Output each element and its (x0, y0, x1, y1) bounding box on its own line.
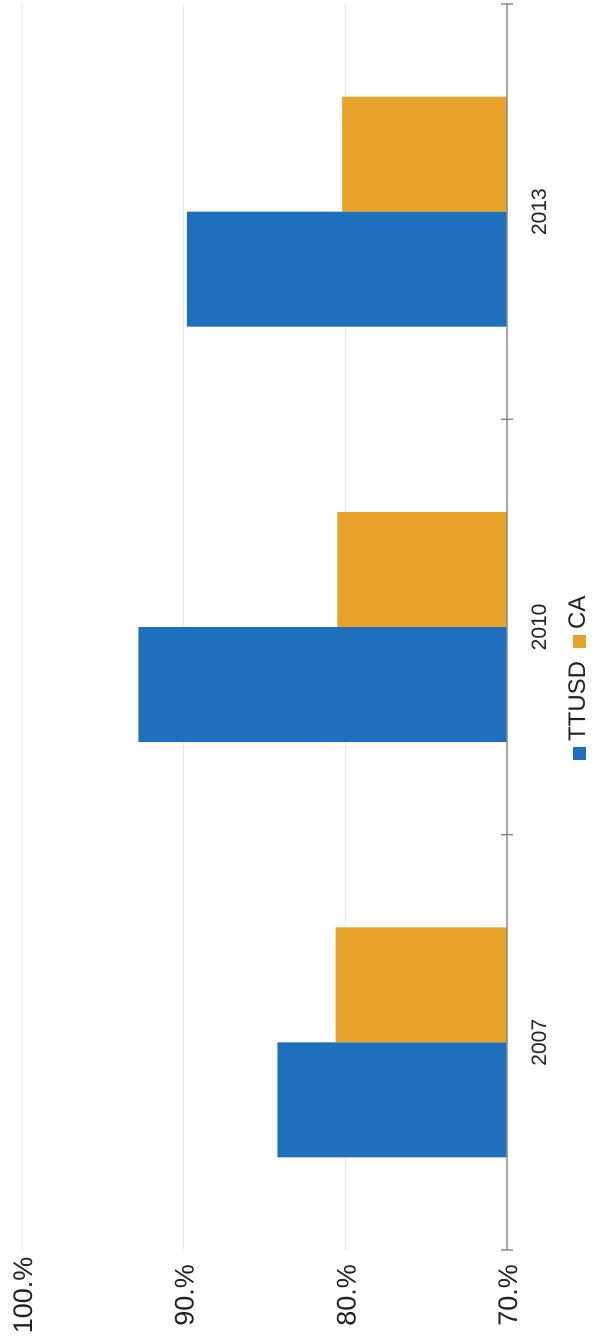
value-tick-label: 100.% (8, 1257, 38, 1334)
legend-label-ca: CA (564, 596, 591, 629)
bar-ttusd-2010 (138, 627, 507, 742)
legend-swatch-ca (573, 635, 586, 648)
bar-ttusd-2007 (277, 1042, 507, 1158)
category-labels: 2007 2010 2013 (528, 188, 551, 1065)
value-tick-label: 80.% (331, 1264, 361, 1326)
category-label-2010: 2010 (528, 604, 551, 651)
bar-ttusd-2013 (186, 211, 507, 327)
bars (138, 96, 507, 1158)
legend: TTUSD CA (564, 596, 591, 760)
category-label-2013: 2013 (528, 188, 551, 235)
bar-ca-2013 (342, 96, 507, 212)
legend-group: TTUSD CA (564, 596, 591, 760)
legend-label-ttusd: TTUSD (564, 661, 591, 741)
value-tick-labels: 70.% 80.% 90.% 100.% (8, 1257, 523, 1334)
category-label-2007: 2007 (528, 1019, 551, 1066)
value-tick-label: 70.% (493, 1264, 523, 1326)
legend-swatch-ttusd (573, 747, 586, 760)
bar-ca-2010 (337, 512, 507, 627)
category-axis (501, 3, 513, 1251)
value-tick-label: 90.% (170, 1264, 200, 1326)
bar-ca-2007 (335, 927, 507, 1043)
